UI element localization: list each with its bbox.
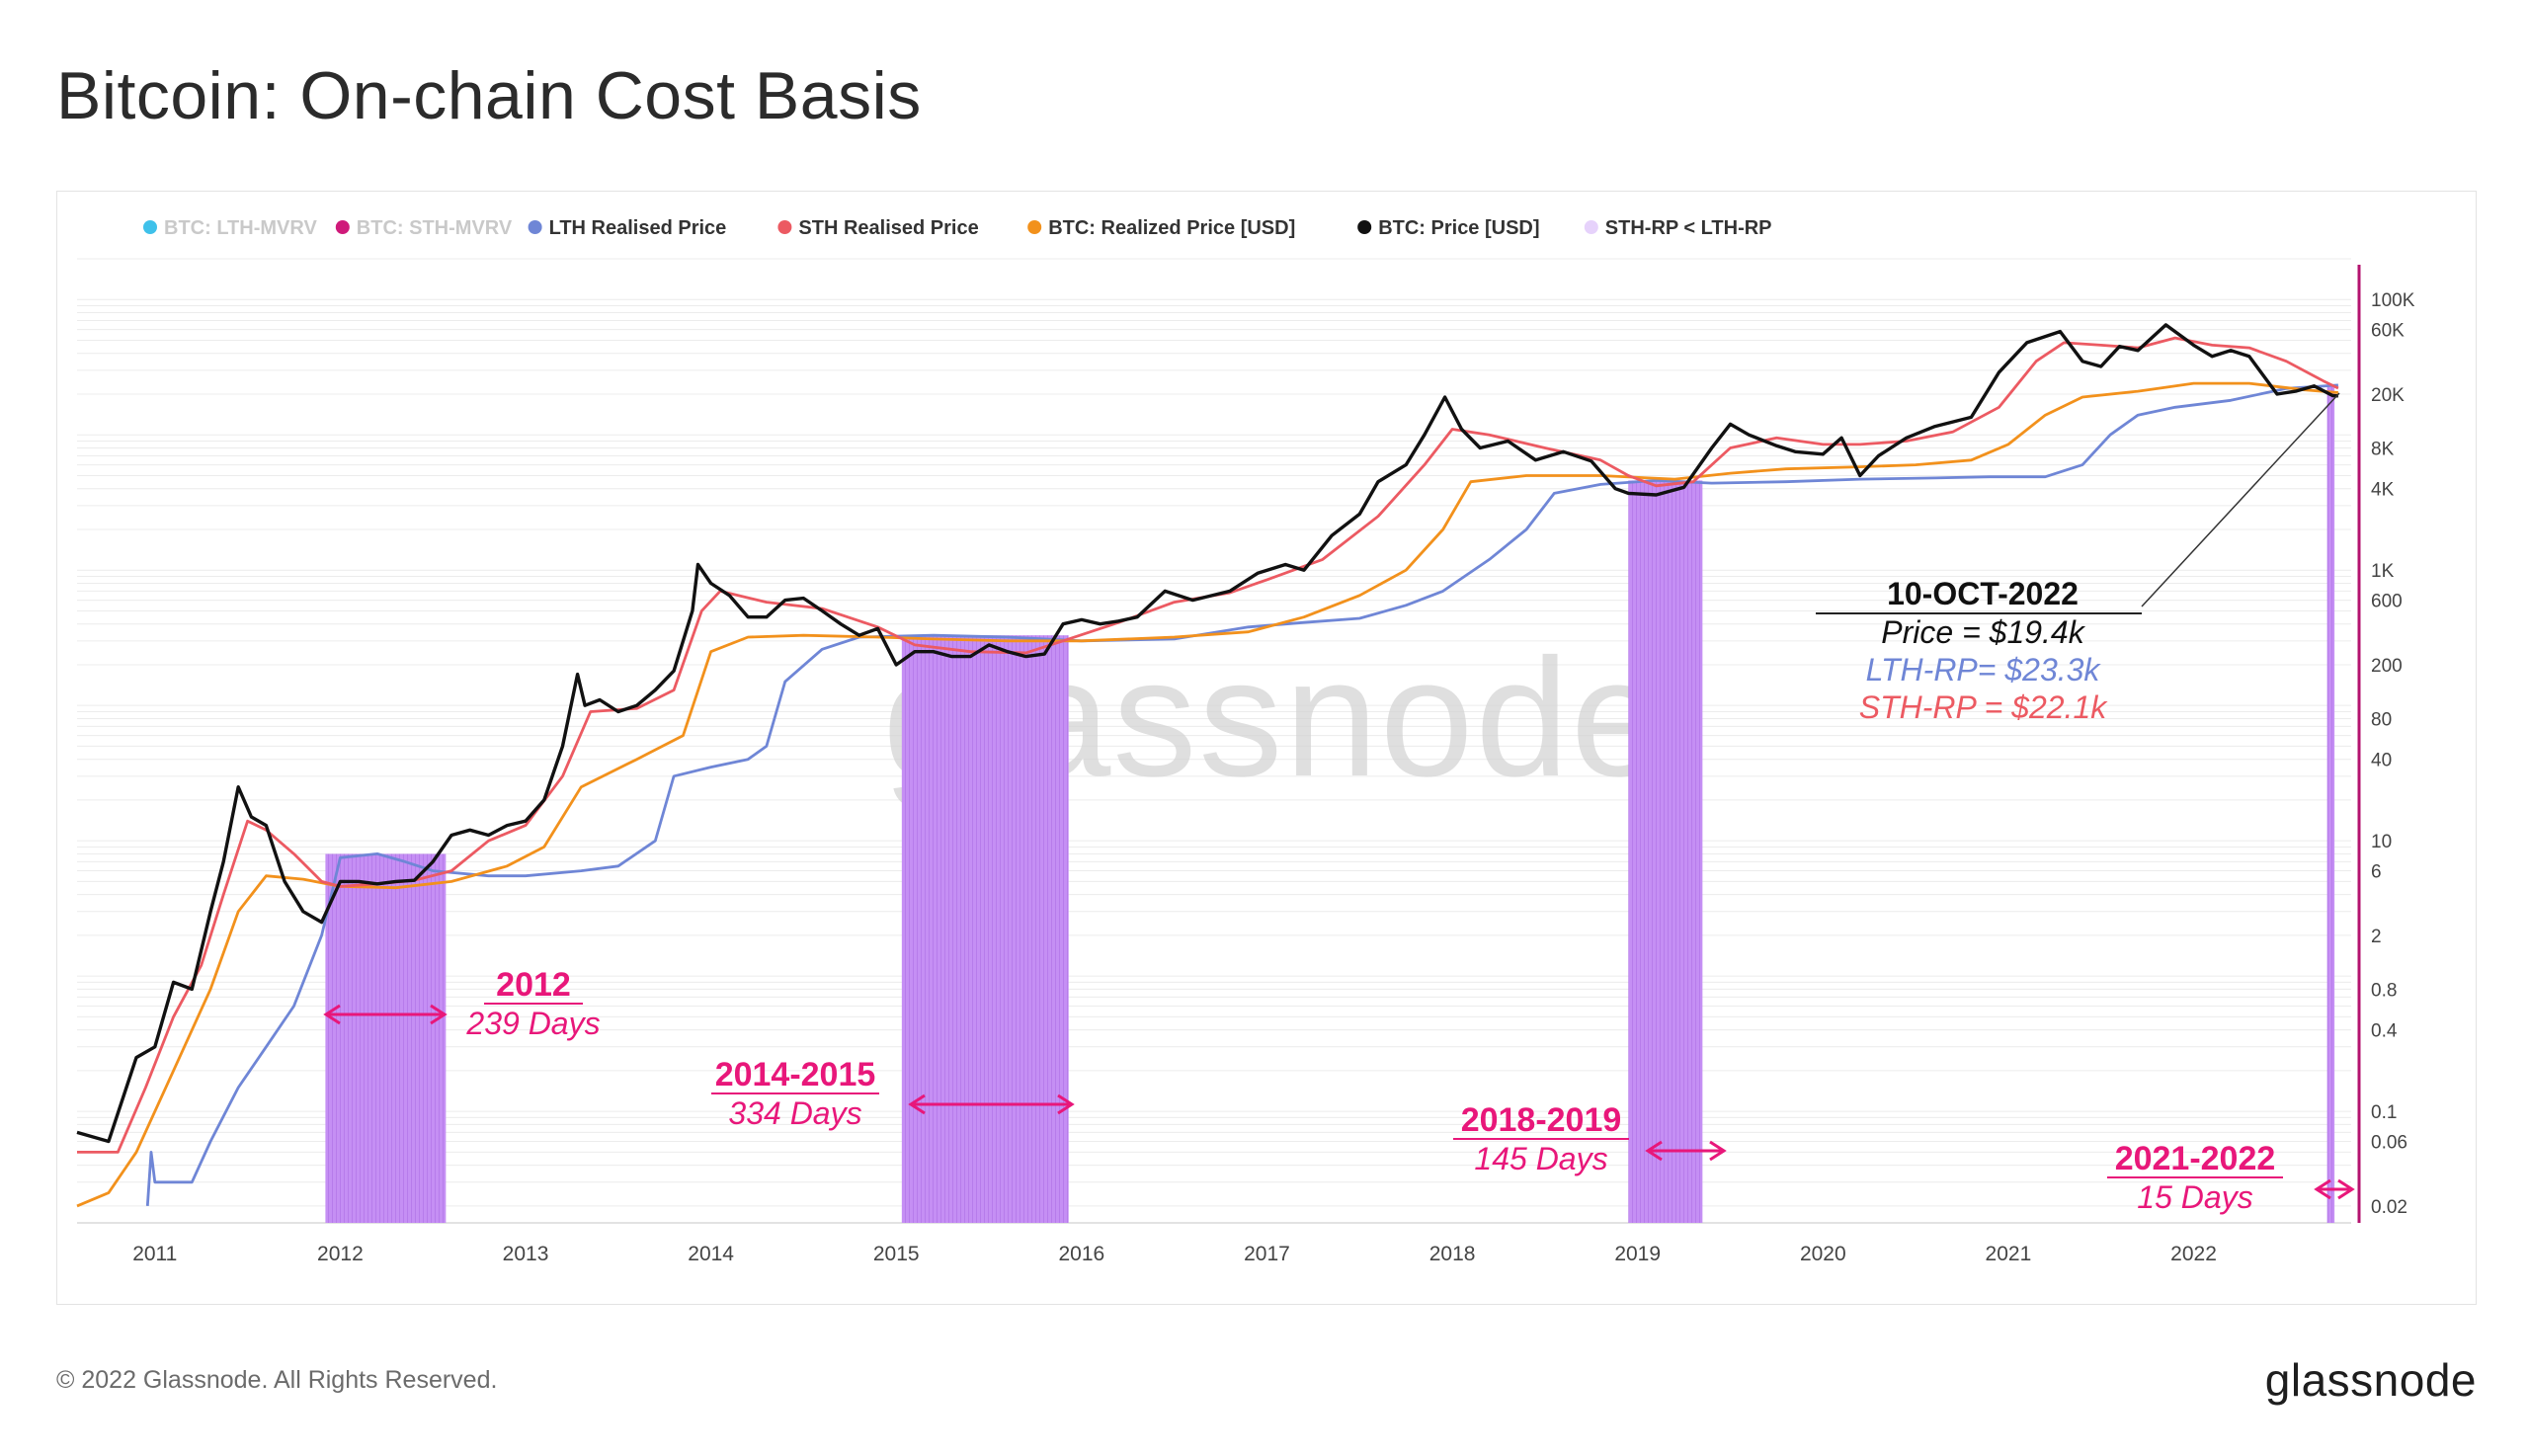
y-tick-label: 0.1	[2371, 1102, 2397, 1123]
copyright: © 2022 Glassnode. All Rights Reserved.	[56, 1366, 498, 1394]
x-tick-label: 2016	[1058, 1243, 1104, 1265]
y-tick-label: 6	[2371, 862, 2382, 883]
cycle-days: 145 Days	[1474, 1141, 1607, 1176]
callout-sth: STH-RP = $22.1k	[1859, 689, 2108, 725]
cycle-days: 239 Days	[465, 1006, 600, 1041]
shaded-region	[2326, 384, 2335, 1223]
legend-dot	[777, 220, 792, 234]
y-tick-label: 2	[2371, 927, 2382, 947]
callout-lth: LTH-RP= $23.3k	[1866, 652, 2102, 688]
legend-dot	[1584, 220, 1598, 234]
legend-label: BTC: Price [USD]	[1378, 217, 1539, 239]
callout-price: Price = $19.4k	[1881, 614, 2085, 650]
arrow-head-right	[2337, 1178, 2355, 1200]
legend-dot	[335, 220, 350, 234]
legend-label: BTC: STH-MVRV	[357, 217, 513, 239]
legend-label: LTH Realised Price	[549, 217, 727, 239]
legend-item: BTC: Price [USD]	[1357, 217, 1540, 239]
shaded-regions	[325, 384, 2335, 1223]
legend-item: BTC: STH-MVRV	[335, 217, 513, 239]
y-tick-label: 100K	[2371, 290, 2415, 311]
y-tick-label: 200	[2371, 656, 2403, 677]
x-tick-label: 2017	[1244, 1243, 1290, 1265]
x-tick-label: 2019	[1614, 1243, 1661, 1265]
grid-lines	[77, 258, 2351, 1224]
arrow-head-right	[1057, 1093, 1075, 1115]
legend-label: STH Realised Price	[798, 217, 978, 239]
y-tick-label: 0.02	[2371, 1197, 2407, 1218]
y-tick-label: 40	[2371, 751, 2392, 771]
x-tick-label: 2013	[503, 1243, 549, 1265]
series-lines	[76, 323, 2339, 1208]
legend-label: BTC: Realized Price [USD]	[1048, 217, 1295, 239]
cycle-days: 15 Days	[2137, 1179, 2252, 1215]
x-tick-label: 2018	[1429, 1243, 1476, 1265]
chart-frame	[56, 191, 2477, 1305]
legend-item: BTC: LTH-MVRV	[143, 217, 317, 239]
cycle-label: 2018-2019	[1461, 1101, 1622, 1139]
x-tick-label: 2014	[688, 1243, 734, 1265]
x-tick-label: 2011	[132, 1243, 177, 1265]
shaded-region	[1628, 480, 1703, 1223]
arrow-head-right	[1709, 1140, 1727, 1162]
legend-item: STH Realised Price	[777, 217, 979, 239]
y-tick-label: 0.06	[2371, 1133, 2407, 1154]
arrow-head-left	[1645, 1140, 1663, 1162]
y-tick-label: 0.8	[2371, 980, 2397, 1001]
y-tick-label: 600	[2371, 592, 2403, 612]
legend: BTC: LTH-MVRV BTC: STH-MVRV LTH Realised P…	[143, 217, 1772, 239]
shaded-region	[325, 853, 447, 1223]
legend-dot	[528, 220, 542, 234]
x-tick-label: 2021	[1986, 1243, 2032, 1265]
y-tick-label: 10	[2371, 832, 2392, 852]
legend-item: LTH Realised Price	[528, 217, 727, 239]
arrow-head-left	[908, 1093, 926, 1115]
y-tick-label: 80	[2371, 709, 2392, 730]
cycle-days: 334 Days	[728, 1095, 861, 1131]
cycle-label: 2014-2015	[715, 1056, 876, 1093]
legend-dot	[143, 220, 157, 234]
callout-date: 10-OCT-2022	[1887, 576, 2079, 611]
x-tick-label: 2015	[873, 1243, 920, 1265]
legend-item: BTC: Realized Price [USD]	[1027, 217, 1295, 239]
x-axis-ticks: 2011 2012 2013 2014 2015 2016 2017 2018 2019 2020…	[132, 1243, 2217, 1265]
series-line-price	[76, 323, 2338, 1144]
arrow-head-right	[430, 1004, 448, 1025]
y-tick-label: 4K	[2371, 480, 2395, 501]
legend-label: BTC: LTH-MVRV	[164, 217, 317, 239]
y-tick-label: 0.4	[2371, 1021, 2398, 1042]
cycle-label: 2012	[496, 966, 571, 1004]
legend-dot	[1027, 220, 1042, 234]
x-tick-label: 2020	[1800, 1243, 1846, 1265]
y-tick-label: 20K	[2371, 385, 2405, 406]
legend-label: STH-RP < LTH-RP	[1605, 217, 1772, 239]
callout-leader-line	[2141, 392, 2340, 607]
cycle-label: 2021-2022	[2115, 1140, 2276, 1177]
y-tick-label: 1K	[2371, 561, 2395, 582]
shaded-region	[901, 635, 1069, 1223]
brand-logo: glassnode	[2264, 1354, 2477, 1406]
page-title: Bitcoin: On-chain Cost Basis	[56, 58, 922, 133]
arrow-head-left	[323, 1004, 341, 1025]
x-tick-label: 2012	[317, 1243, 364, 1265]
legend-dot	[1357, 220, 1372, 234]
x-tick-label: 2022	[2170, 1243, 2217, 1265]
series-line-lth	[145, 383, 2338, 1206]
legend-item: STH-RP < LTH-RP	[1584, 217, 1772, 239]
y-tick-label: 60K	[2371, 321, 2405, 342]
y-axis: 100K 60K 20K 8K 4K 1K 600 200 80 40 10 6 2 0.8 0.4 0.1 0…	[2357, 265, 2415, 1223]
y-tick-label: 8K	[2371, 439, 2395, 459]
